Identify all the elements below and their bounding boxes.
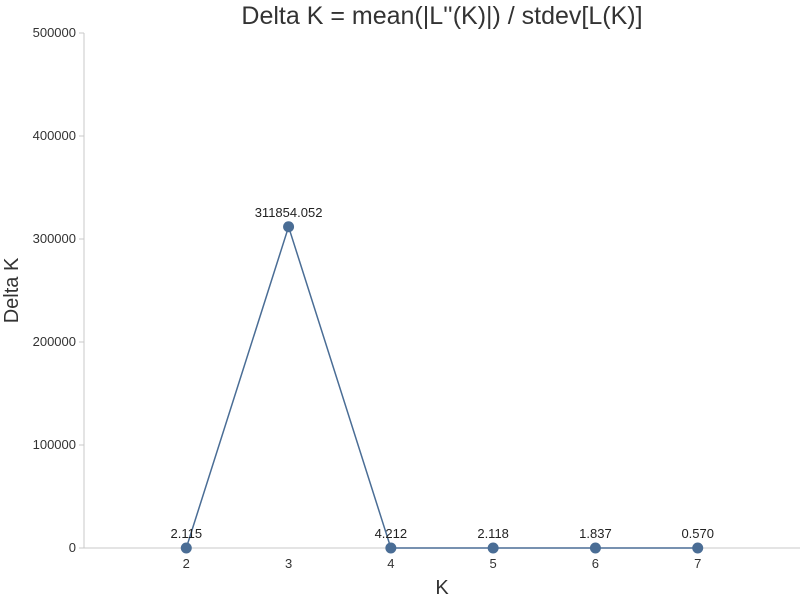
data-label: 311854.052	[255, 205, 323, 220]
data-point	[385, 542, 397, 554]
data-point	[283, 221, 295, 233]
y-axis-label: Delta K	[1, 257, 23, 323]
series-layer: 2.115 311854.052 4.212 2.118 1.837 0.570	[170, 205, 714, 554]
chart-title: Delta K = mean(|L''(K)|) / stdev[L(K)]	[241, 2, 642, 30]
x-tick-label: 4	[387, 556, 394, 571]
x-tick-label: 2	[183, 556, 190, 571]
x-tick-label: 5	[490, 556, 497, 571]
y-tick-label: 300000	[33, 231, 76, 246]
data-point	[589, 542, 601, 554]
y-tick-label: 200000	[33, 334, 76, 349]
data-label: 4.212	[375, 526, 408, 541]
y-tick-label: 100000	[33, 437, 76, 452]
x-tick-label: 3	[285, 556, 292, 571]
data-label: 2.118	[477, 526, 509, 541]
data-label: 1.837	[579, 526, 612, 541]
data-point	[692, 542, 704, 554]
data-point	[180, 542, 192, 554]
data-label: 2.115	[170, 526, 202, 541]
data-label: 0.570	[681, 526, 714, 541]
x-tick-label: 7	[694, 556, 701, 571]
x-tick-label: 6	[592, 556, 599, 571]
y-ticks: 0 100000 200000 300000 400000 500000	[33, 25, 84, 555]
series-line	[185, 226, 698, 549]
x-axis-label: K	[435, 577, 449, 599]
y-tick-label: 500000	[33, 25, 76, 40]
y-tick-label: 400000	[33, 128, 76, 143]
data-point	[487, 542, 499, 554]
y-tick-label: 0	[69, 540, 76, 555]
x-ticks: 2 3 4 5 6 7	[183, 556, 702, 571]
